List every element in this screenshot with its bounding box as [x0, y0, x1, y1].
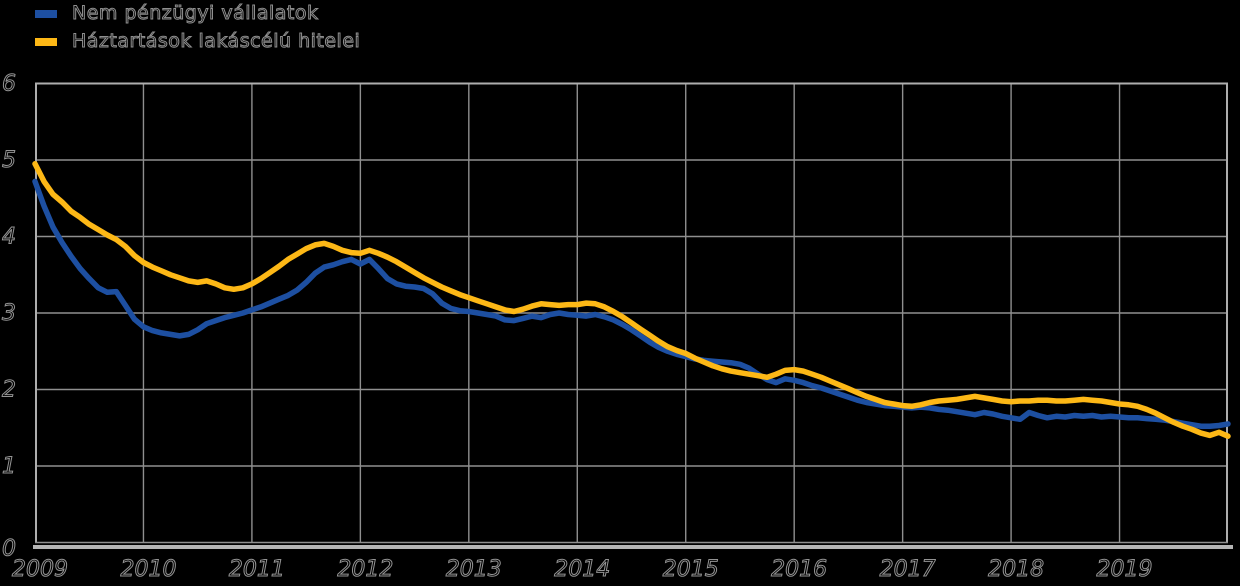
svg-text:6: 6 [2, 72, 16, 97]
svg-text:2014: 2014 [554, 557, 610, 582]
svg-text:2013: 2013 [446, 557, 502, 582]
svg-text:5: 5 [2, 148, 16, 173]
svg-text:2009: 2009 [12, 557, 68, 582]
svg-text:2010: 2010 [120, 557, 176, 582]
svg-text:2: 2 [2, 378, 16, 403]
svg-text:1: 1 [2, 454, 16, 479]
svg-text:3: 3 [2, 301, 16, 326]
svg-text:2019: 2019 [1097, 557, 1153, 582]
legend-swatch-yellow [35, 37, 57, 46]
svg-text:2018: 2018 [988, 557, 1044, 582]
legend-item-households: Háztartások lakáscélú hitelei [35, 30, 361, 52]
svg-text:2011: 2011 [229, 557, 285, 582]
svg-text:2016: 2016 [771, 557, 827, 582]
svg-text:0: 0 [2, 537, 16, 562]
legend-label-nfc: Nem pénzügyi vállalatok [71, 2, 319, 24]
svg-text:4: 4 [2, 225, 16, 250]
chart-legend: Nem pénzügyi vállalatok Háztartások laká… [35, 2, 361, 52]
legend-swatch-blue [35, 9, 57, 18]
svg-text:2012: 2012 [337, 557, 393, 582]
svg-text:2017: 2017 [880, 557, 936, 582]
legend-item-nfc: Nem pénzügyi vállalatok [35, 2, 360, 24]
legend-label-households: Háztartások lakáscélú hitelei [71, 30, 361, 52]
svg-text:2015: 2015 [663, 557, 719, 582]
